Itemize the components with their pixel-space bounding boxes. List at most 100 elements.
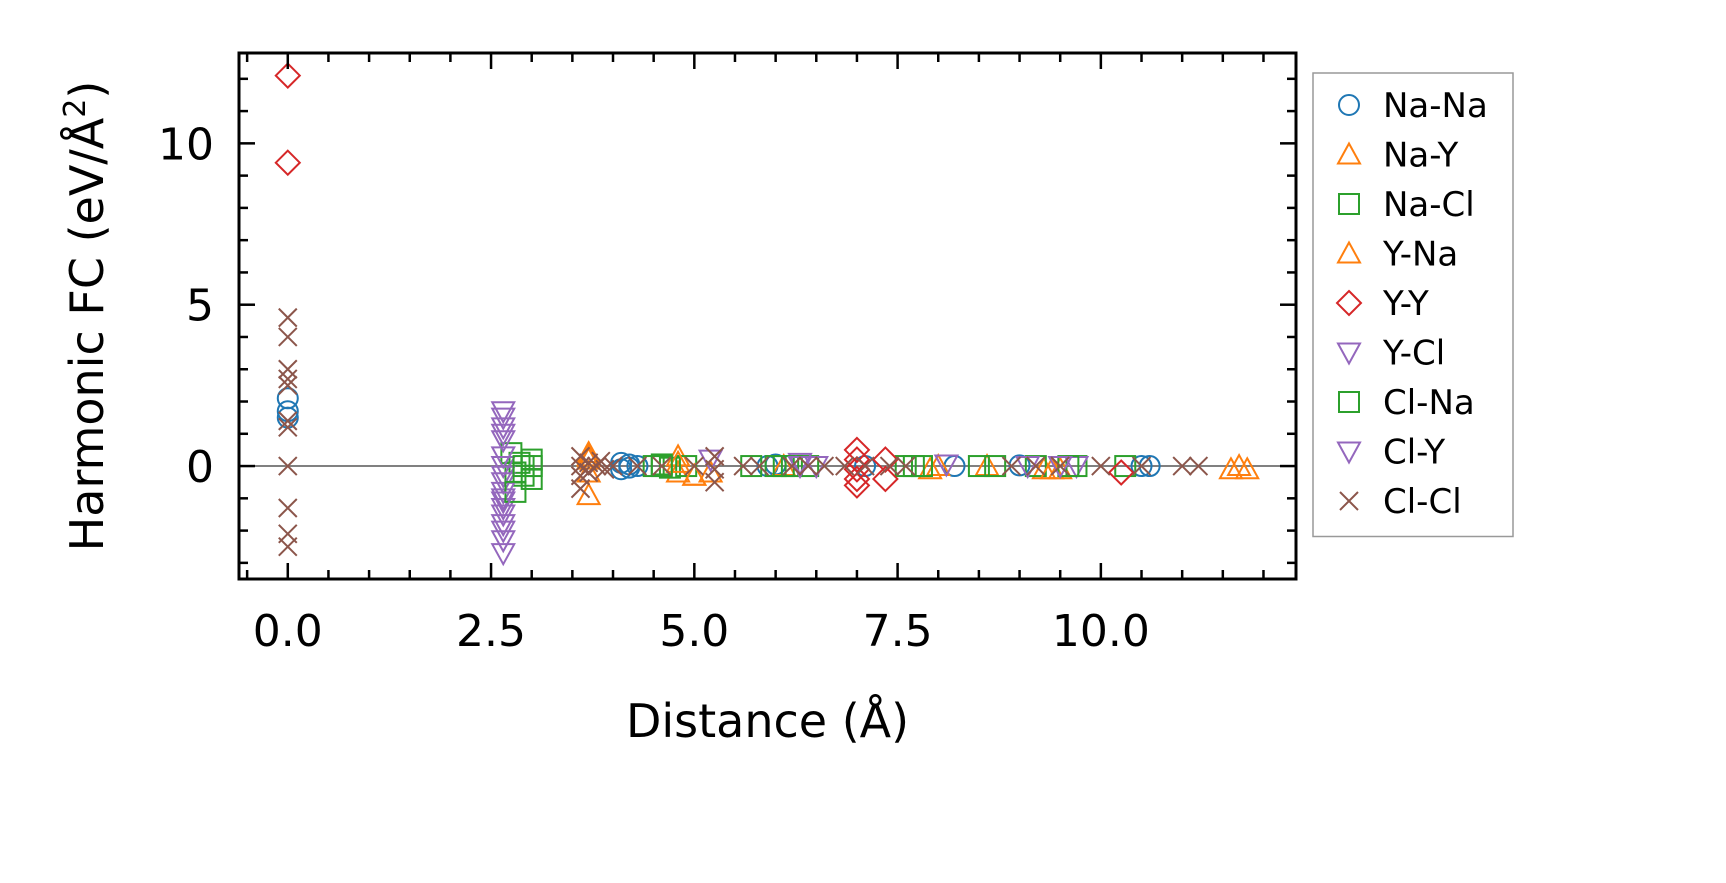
data-point — [278, 375, 298, 396]
axis-tick-labels: 0.0 2.5 5.0 7.5 10.0 0 5 10 — [158, 119, 1150, 657]
data-point — [274, 62, 302, 90]
legend-item: Y-Cl — [1336, 334, 1445, 374]
data-point — [278, 417, 298, 438]
data-point — [490, 498, 516, 522]
y-axis-label-sup: 2 — [58, 99, 93, 118]
axis-ticks — [239, 53, 1296, 579]
data-point — [490, 423, 516, 447]
legend-label: Y-Na — [1382, 235, 1458, 275]
y-axis-label: Harmonic FC (eV/Å2) — [58, 81, 114, 552]
x-tick-label: 10.0 — [1052, 606, 1150, 657]
legend-marker — [1336, 342, 1362, 366]
data-point — [879, 456, 900, 476]
data-point — [733, 456, 753, 476]
data-point — [512, 455, 535, 478]
data-point — [1047, 456, 1073, 480]
data-point — [278, 369, 298, 389]
legend-item: Cl-Cl — [1339, 482, 1462, 522]
legend-marker — [1339, 491, 1359, 511]
data-point — [681, 462, 708, 486]
legend-marker — [1336, 441, 1362, 465]
data-point — [490, 417, 516, 441]
data-point — [1130, 455, 1153, 478]
data-point — [984, 455, 1007, 478]
x-tick-label: 0.0 — [253, 606, 323, 657]
data-point — [603, 456, 623, 476]
data-point — [278, 307, 298, 328]
data-point — [627, 456, 648, 476]
data-point — [575, 482, 602, 506]
data-point — [490, 514, 516, 538]
series-cl-cl — [278, 307, 1209, 557]
data-point — [1172, 456, 1192, 476]
legend-label: Y-Cl — [1382, 334, 1445, 374]
data-point — [570, 478, 591, 499]
data-point — [697, 449, 724, 473]
series-y-y — [274, 62, 1135, 499]
y-axis-label-close: ) — [60, 81, 114, 99]
x-tick-label: 5.0 — [659, 606, 729, 657]
legend-item: Y-Y — [1335, 284, 1429, 324]
legend-label: Na-Na — [1383, 86, 1488, 126]
data-point — [490, 465, 516, 489]
data-point — [490, 491, 516, 515]
legend-marker — [1335, 289, 1363, 317]
legend-label: Cl-Cl — [1383, 482, 1462, 522]
legend-marker — [1338, 94, 1360, 116]
data-point — [675, 455, 698, 478]
data-point — [278, 359, 298, 379]
data-point — [490, 430, 516, 454]
legend: Na-Na Na-Y Na-Cl Y-Na Y-Y Y-Cl Cl-Na Cl-Y Cl-Cl — [1312, 72, 1514, 538]
data-point — [782, 456, 802, 476]
data-point — [278, 411, 298, 431]
data-point — [749, 456, 770, 476]
legend-item: Na-Cl — [1338, 185, 1475, 225]
data-point — [490, 401, 516, 425]
legend-label: Na-Cl — [1383, 185, 1475, 225]
data-point — [871, 465, 899, 493]
x-tick-label: 2.5 — [456, 606, 526, 657]
data-point — [490, 543, 516, 567]
data-point — [278, 327, 298, 347]
data-point — [278, 456, 298, 476]
legend-item: Y-Na — [1336, 235, 1458, 275]
data-point — [1234, 456, 1260, 480]
legend-label: Cl-Y — [1383, 433, 1445, 473]
y-tick-label: 5 — [186, 281, 214, 332]
data-point — [1138, 455, 1161, 478]
data-point — [1131, 456, 1152, 476]
x-axis-label: Distance (Å) — [626, 694, 909, 748]
data-point — [1107, 459, 1135, 486]
data-point — [835, 456, 855, 476]
y-tick-label: 0 — [186, 442, 214, 493]
data-point — [1026, 456, 1046, 476]
data-point — [843, 465, 871, 493]
data-point — [684, 456, 705, 476]
data-point — [896, 456, 916, 476]
legend-marker — [1336, 240, 1362, 264]
y-tick-label: 10 — [158, 119, 214, 170]
data-point — [650, 455, 673, 478]
x-tick-label: 7.5 — [863, 606, 933, 657]
data-point — [871, 446, 899, 474]
data-point — [1188, 456, 1209, 476]
legend-label: Y-Y — [1382, 284, 1429, 324]
legend-marker — [1336, 141, 1362, 165]
legend-label: Na-Y — [1383, 136, 1459, 176]
legend-item: Cl-Y — [1336, 433, 1445, 473]
legend-marker — [1338, 391, 1360, 413]
data-point — [740, 455, 763, 478]
data-point — [652, 456, 672, 476]
data-point — [626, 455, 649, 478]
plot-area — [239, 62, 1296, 567]
legend-item: Cl-Na — [1338, 383, 1475, 423]
data-point — [274, 149, 302, 177]
data-point — [1001, 456, 1022, 476]
data-point — [570, 446, 591, 467]
data-point — [1091, 456, 1111, 476]
data-point — [902, 455, 925, 478]
legend-item: Na-Y — [1336, 136, 1459, 176]
data-point — [843, 446, 871, 474]
legend-label: Cl-Na — [1383, 383, 1475, 423]
